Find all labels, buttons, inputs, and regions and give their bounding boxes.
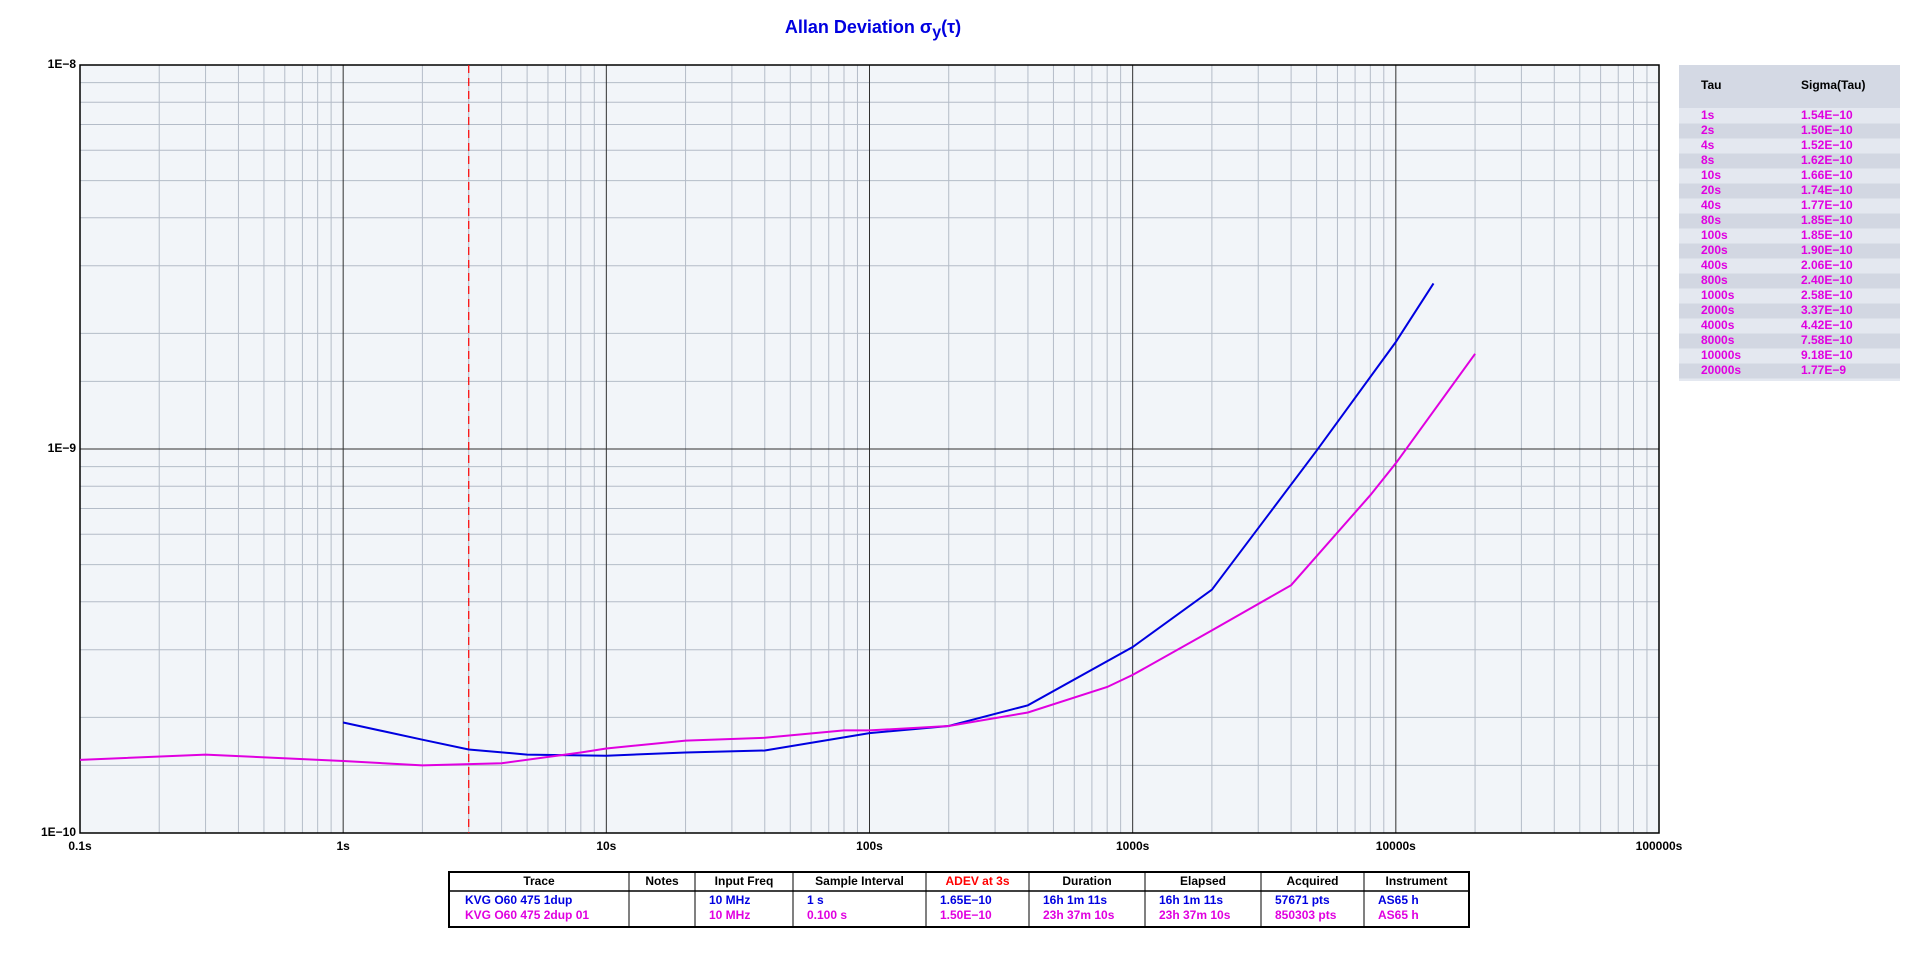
table-cell: 16h 1m 11s [1159,893,1223,907]
table-cell: 1.90E−10 [1801,243,1853,257]
table-row-bg [1679,183,1900,199]
x-tick-label: 1s [336,839,350,853]
table-cell: 8s [1701,153,1715,167]
y-tick-label: 1E−8 [48,57,77,71]
table-header: ADEV at 3s [945,874,1009,888]
x-tick-label: 0.1s [68,839,92,853]
table-row-bg [1679,123,1900,139]
table-cell: 2.06E−10 [1801,258,1853,272]
table-cell: 4s [1701,138,1715,152]
table-cell: 200s [1701,243,1728,257]
table-cell: 2.40E−10 [1801,273,1853,287]
table-cell: 2000s [1701,303,1735,317]
table-header: Trace [523,874,555,888]
table-cell: 10000s [1701,348,1741,362]
x-tick-label: 100s [856,839,883,853]
table-header: Notes [645,874,679,888]
table-cell: 4.42E−10 [1801,318,1853,332]
table-cell: 23h 37m 10s [1043,908,1115,922]
table-row-bg [1679,243,1900,259]
table-cell: 20000s [1701,363,1741,377]
table-cell: 9.18E−10 [1801,348,1853,362]
table-cell: 16h 1m 11s [1043,893,1107,907]
table-cell: 1.54E−10 [1801,108,1853,122]
table-cell: 10 MHz [709,908,750,922]
table-cell: 10 MHz [709,893,750,907]
table-cell: AS65 h [1378,908,1419,922]
table-cell: 1.50E−10 [1801,123,1853,137]
table-header: Instrument [1385,874,1447,888]
table-cell: 400s [1701,258,1728,272]
table-header: Sample Interval [815,874,904,888]
table-header-bg [1679,65,1900,108]
x-tick-label: 10s [596,839,616,853]
table-row-bg [1679,273,1900,289]
y-tick-label: 1E−10 [41,825,76,839]
table-cell: 57671 pts [1275,893,1330,907]
table-cell: 80s [1701,213,1721,227]
table-row-bg [1679,303,1900,319]
x-tick-label: 100000s [1636,839,1683,853]
table-row-bg [1679,363,1900,379]
trace-table [448,871,1470,928]
y-tick-label: 1E−9 [48,441,77,455]
legend-entry: KVG O60 475 1dup [465,893,572,907]
table-cell: 23h 37m 10s [1159,908,1231,922]
table-cell: 1.52E−10 [1801,138,1853,152]
title-end: (τ) [941,17,961,37]
table-cell: 800s [1701,273,1728,287]
title-sub: y [932,24,941,41]
series-line [342,282,1435,757]
table-cell: 4000s [1701,318,1735,332]
table-header: Sigma(Tau) [1801,78,1865,92]
chart-title: Allan Deviation σy(τ) [785,17,961,41]
table-header: Acquired [1286,874,1338,888]
table-cell: 1.77E−10 [1801,198,1853,212]
table-cell: 1.85E−10 [1801,228,1853,242]
table-cell: 1s [1701,108,1715,122]
table-cell: 2s [1701,123,1715,137]
table-row-bg [1679,333,1900,349]
table-cell: 2.58E−10 [1801,288,1853,302]
table-header: Elapsed [1180,874,1226,888]
table-cell: 7.58E−10 [1801,333,1853,347]
series-line [79,353,1476,767]
table-header: Tau [1701,78,1721,92]
x-tick-label: 10000s [1376,839,1416,853]
table-cell: 1.62E−10 [1801,153,1853,167]
table-cell: 1000s [1701,288,1735,302]
table-cell: 1 s [807,893,824,907]
plot-border [79,64,1660,834]
table-cell: 100s [1701,228,1728,242]
table-cell: 20s [1701,183,1721,197]
table-row-bg [1679,153,1900,169]
table-cell: 1.66E−10 [1801,168,1853,182]
table-cell: 850303 pts [1275,908,1337,922]
table-cell: 1.85E−10 [1801,213,1853,227]
table-cell: 1.50E−10 [940,908,992,922]
table-cell: 0.100 s [807,908,847,922]
table-cell: 8000s [1701,333,1735,347]
table-cell: 40s [1701,198,1721,212]
table-cell: 1.77E−9 [1801,363,1846,377]
table-row-bg [1679,213,1900,229]
table-cell: 3.37E−10 [1801,303,1853,317]
table-header: Duration [1062,874,1111,888]
table-header: Input Freq [715,874,774,888]
table-cell: 1.65E−10 [940,893,992,907]
table-cell: AS65 h [1378,893,1419,907]
legend-entry: KVG O60 475 2dup 01 [465,908,589,922]
x-tick-label: 1000s [1116,839,1150,853]
title-text: Allan Deviation σ [785,17,932,37]
table-cell: 10s [1701,168,1721,182]
table-cell: 1.74E−10 [1801,183,1853,197]
